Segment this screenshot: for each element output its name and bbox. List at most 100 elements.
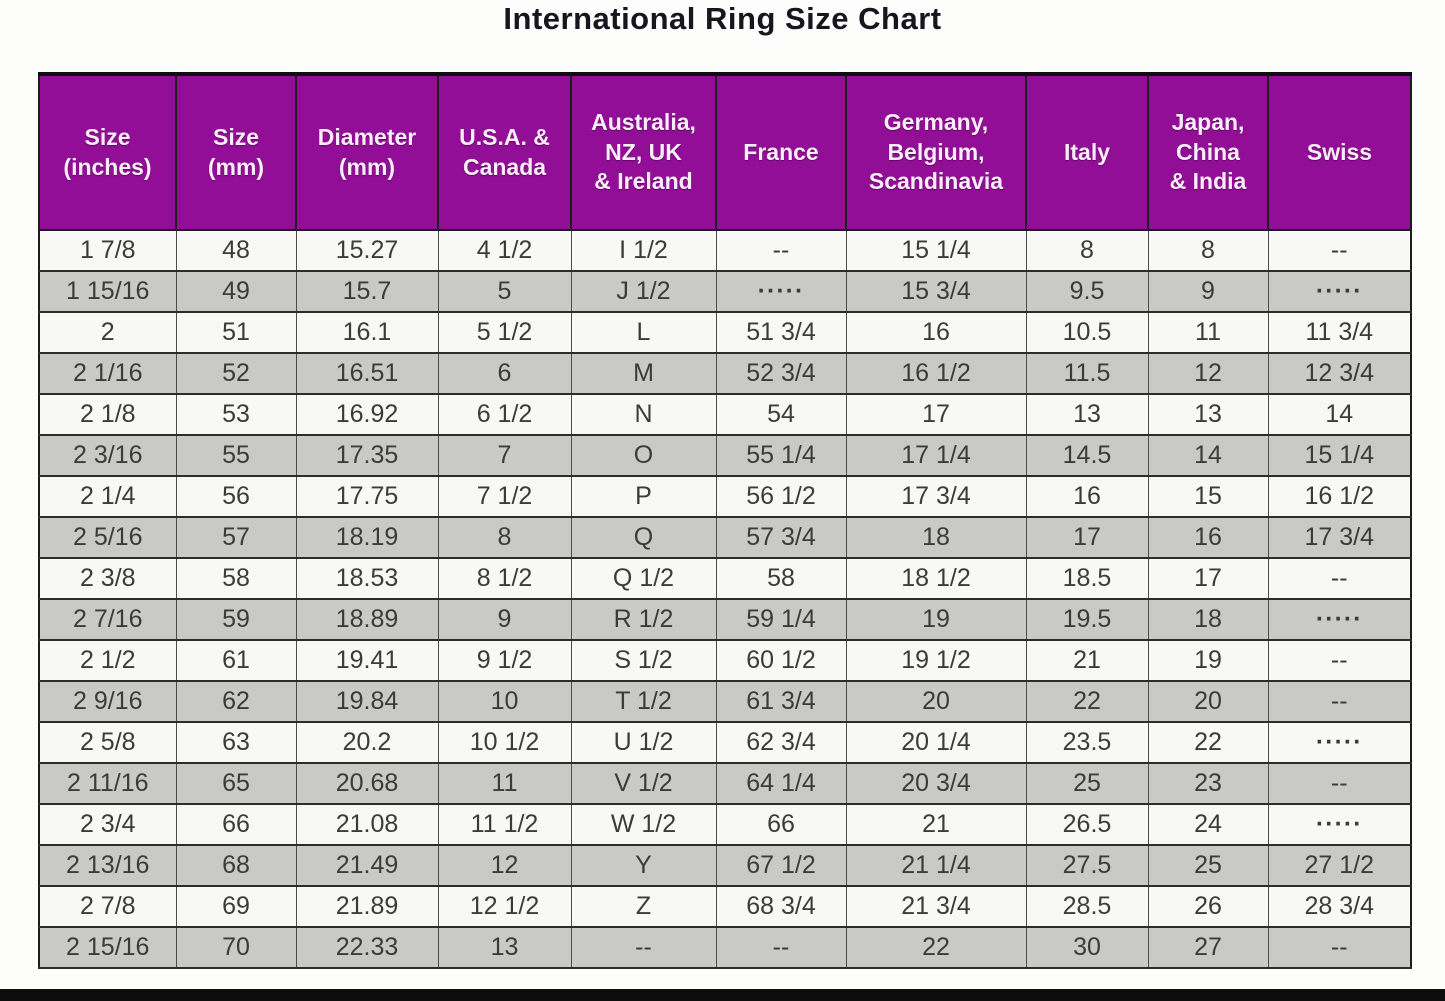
table-cell: 7 [437,434,572,477]
table-cell: 4 1/2 [437,229,572,272]
table-cell: ····· [715,270,847,313]
table-cell: 10 1/2 [437,721,572,764]
table-row: 2 3/4 66 21.08 11 1/2 W 1/2 66 21 26.5 24 ····· [38,803,1412,846]
table-cell: 18.19 [295,516,439,559]
table-cell: 61 [175,639,297,682]
table-cell: 56 [175,475,297,518]
table-cell: 14.5 [1025,434,1149,477]
table-cell: 55 1/4 [715,434,847,477]
table-cell: 18 [1147,598,1269,641]
table-cell: Y [570,844,717,887]
table-cell: 9.5 [1025,270,1149,313]
table-cell: O [570,434,717,477]
table-cell: 48 [175,229,297,272]
table-cell: 2 3/8 [38,557,177,600]
table-cell: 10.5 [1025,311,1149,354]
bottom-bar [0,989,1445,1001]
table-cell: 15 1/4 [845,229,1027,272]
header-cell: Australia, NZ, UK & Ireland [570,72,717,231]
table-cell: -- [715,229,847,272]
table-cell: 52 [175,352,297,395]
table-cell: 1 15/16 [38,270,177,313]
table-cell: M [570,352,717,395]
header-cell: Size (mm) [175,72,297,231]
table-row: 1 15/16 49 15.7 5 J 1/2 ····· 15 3/4 9.5 9 ····· [38,270,1412,313]
header-cell: Italy [1025,72,1149,231]
table-cell: 15 3/4 [845,270,1027,313]
table-cell: 16 1/2 [845,352,1027,395]
table-cell: Q 1/2 [570,557,717,600]
table-cell: 27 1/2 [1267,844,1412,887]
table-cell: 14 [1267,393,1412,436]
table-cell: 2 7/8 [38,885,177,928]
table-cell: 2 3/16 [38,434,177,477]
table-cell: 21 [845,803,1027,846]
table-cell: Z [570,885,717,928]
table-cell: 53 [175,393,297,436]
header-cell: Swiss [1267,72,1412,231]
table-cell: 16 [1025,475,1149,518]
table-header: Size (inches) Size (mm) Diameter (mm) U.S.A… [38,72,1412,231]
table-cell: N [570,393,717,436]
table-cell: 18.89 [295,598,439,641]
header-row: Size (inches) Size (mm) Diameter (mm) U.S.A… [38,72,1412,231]
table-cell: 63 [175,721,297,764]
header-cell: Size (inches) [38,72,177,231]
table-cell: 19 [845,598,1027,641]
table-cell: 17.75 [295,475,439,518]
table-cell: -- [1267,639,1412,682]
table-cell: -- [1267,762,1412,805]
table-cell: 69 [175,885,297,928]
table-cell: 17 [845,393,1027,436]
table-cell: L [570,311,717,354]
table-cell: 21 3/4 [845,885,1027,928]
table-cell: 55 [175,434,297,477]
table-cell: 62 [175,680,297,723]
table-cell: 27.5 [1025,844,1149,887]
table-cell: 12 3/4 [1267,352,1412,395]
table-cell: 68 [175,844,297,887]
table-row: 2 3/16 55 17.35 7 O 55 1/4 17 1/4 14.5 14 15 1/4 [38,434,1412,477]
table-row: 2 15/16 70 22.33 13 -- -- 22 30 27 -- [38,926,1412,969]
table-cell: 10 [437,680,572,723]
table-cell: 9 1/2 [437,639,572,682]
table-cell: 19 [1147,639,1269,682]
table-cell: 22.33 [295,926,439,969]
table-cell: 26.5 [1025,803,1149,846]
table-cell: 12 1/2 [437,885,572,928]
table-cell: 68 3/4 [715,885,847,928]
page-title: International Ring Size Chart [503,1,942,36]
table-cell: 18.5 [1025,557,1149,600]
table-cell: 9 [437,598,572,641]
table-cell: 21 [1025,639,1149,682]
table-cell: 20 1/4 [845,721,1027,764]
table-cell: 2 1/8 [38,393,177,436]
table-cell: 54 [715,393,847,436]
table-cell: 62 3/4 [715,721,847,764]
table-cell: 16.92 [295,393,439,436]
table-cell: 57 3/4 [715,516,847,559]
header-cell: Japan, China & India [1147,72,1269,231]
table-cell: 2 5/16 [38,516,177,559]
table-cell: U 1/2 [570,721,717,764]
table-cell: 15.7 [295,270,439,313]
table-cell: 57 [175,516,297,559]
table-body: 1 7/8 48 15.27 4 1/2 I 1/2 -- 15 1/4 8 8 -- 1 15/1… [38,229,1412,969]
table-cell: 51 3/4 [715,311,847,354]
table-row: 2 7/8 69 21.89 12 1/2 Z 68 3/4 21 3/4 28.5 26 28 … [38,885,1412,928]
table-cell: 7 1/2 [437,475,572,518]
table-cell: 16.1 [295,311,439,354]
table-row: 2 7/16 59 18.89 9 R 1/2 59 1/4 19 19.5 18 ····· [38,598,1412,641]
table-cell: 2 1/2 [38,639,177,682]
table-cell: -- [1267,926,1412,969]
table-cell: 28 3/4 [1267,885,1412,928]
table-cell: 2 1/16 [38,352,177,395]
table-cell: 27 [1147,926,1269,969]
table-cell: 21 1/4 [845,844,1027,887]
table-cell: 65 [175,762,297,805]
table-row: 2 1/4 56 17.75 7 1/2 P 56 1/2 17 3/4 16 15 16 1/2 [38,475,1412,518]
table-row: 2 11/16 65 20.68 11 V 1/2 64 1/4 20 3/4 25 23 -- [38,762,1412,805]
table-cell: 26 [1147,885,1269,928]
table-cell: 17.35 [295,434,439,477]
table-cell: 11.5 [1025,352,1149,395]
